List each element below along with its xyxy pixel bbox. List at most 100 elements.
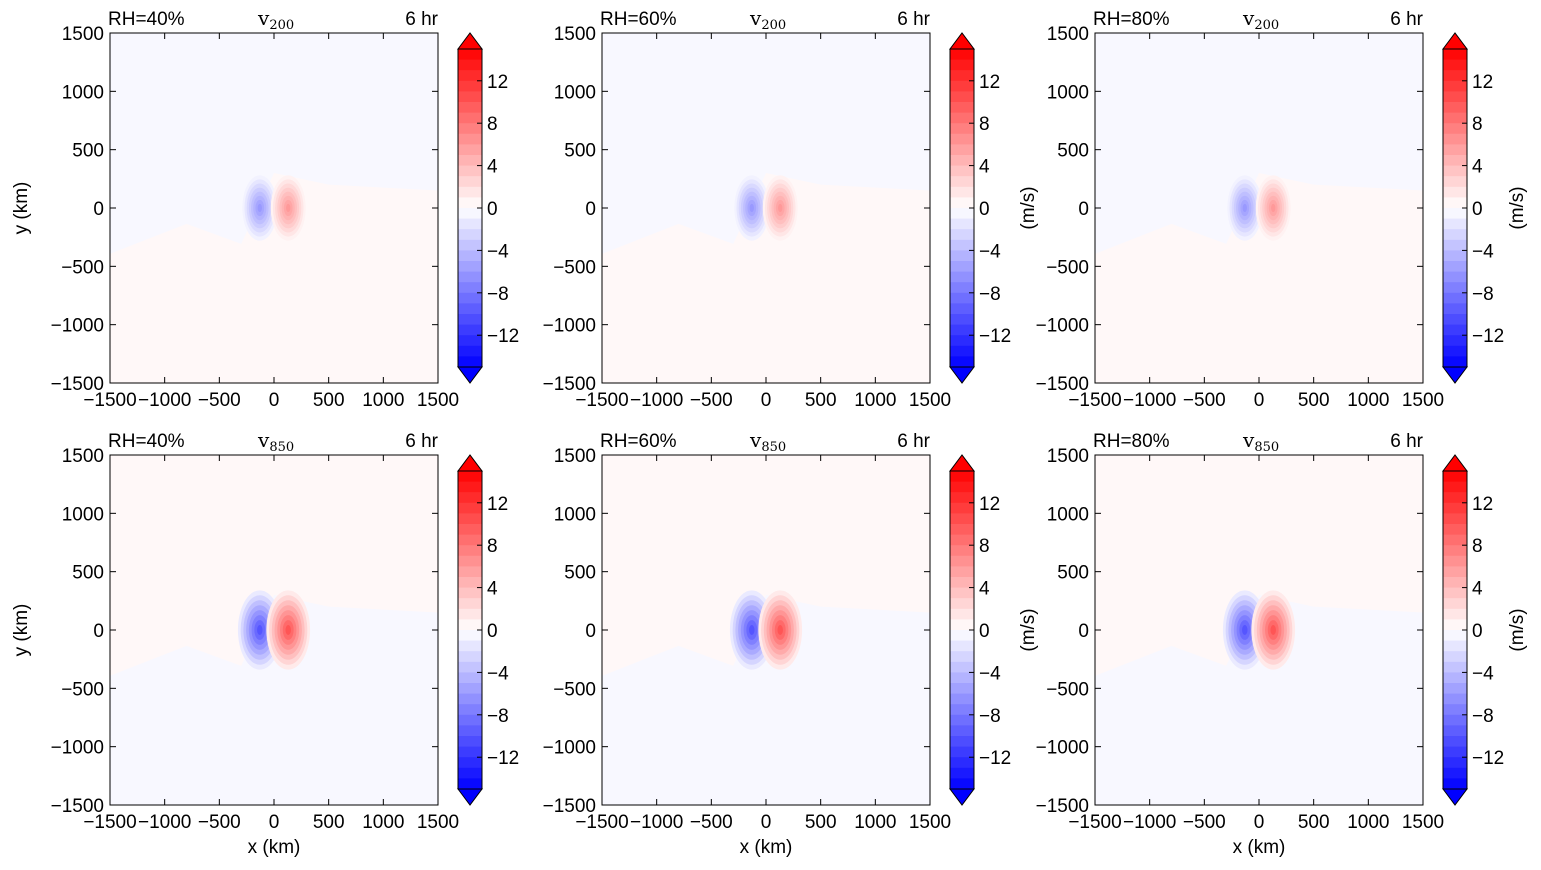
title-right: 6 hr — [405, 431, 438, 452]
colorbar-band — [458, 513, 482, 525]
colorbar-extend-top — [949, 454, 975, 472]
x-tick-label: −1000 — [1123, 812, 1176, 833]
y-tick-label: −1500 — [543, 374, 596, 395]
y-tick-label: 0 — [585, 199, 596, 220]
colorbar-band — [950, 746, 974, 758]
colorbar-band — [1443, 208, 1467, 220]
colorbar-band — [1443, 672, 1467, 684]
colorbar-band — [458, 165, 482, 177]
colorbar-band — [1443, 197, 1467, 209]
colorbar-tick-label: −4 — [979, 241, 1001, 262]
y-tick-label: 1000 — [554, 82, 596, 103]
x-tick-label: 1500 — [909, 390, 951, 411]
colorbar-tick-label: 12 — [1472, 494, 1493, 515]
colorbar-band — [458, 587, 482, 599]
background-south — [602, 173, 930, 383]
plot-area — [602, 33, 930, 383]
colorbar-band — [458, 345, 482, 357]
background-south — [110, 595, 438, 805]
colorbar-band — [950, 133, 974, 145]
colorbar-band — [1443, 757, 1467, 769]
colorbar-band — [458, 271, 482, 283]
colorbar-label: (m/s) — [1507, 608, 1528, 651]
colorbar-band — [1443, 714, 1467, 726]
y-tick-label: 1000 — [62, 504, 104, 525]
colorbar-extend-top — [457, 32, 483, 50]
colorbar-band — [458, 70, 482, 82]
contour-neg-7 — [749, 625, 755, 635]
plot-area — [1095, 455, 1423, 805]
colorbar-band — [458, 683, 482, 695]
colorbar-band — [950, 165, 974, 177]
colorbar-band — [950, 303, 974, 315]
colorbar-tick-label: 0 — [487, 621, 498, 642]
colorbar-band — [950, 778, 974, 790]
colorbar-band — [458, 218, 482, 230]
title-right: 6 hr — [897, 431, 930, 452]
colorbar-tick-label: −8 — [979, 284, 1001, 305]
colorbar-band — [950, 335, 974, 347]
colorbar-band — [950, 356, 974, 368]
x-tick-label: 500 — [1298, 390, 1330, 411]
colorbar-band — [950, 630, 974, 642]
title-right: 6 hr — [897, 9, 930, 30]
colorbar-band — [950, 545, 974, 557]
x-tick-label: −500 — [1183, 390, 1226, 411]
colorbar-band — [950, 282, 974, 294]
colorbar-band — [950, 492, 974, 504]
x-tick-label: −1000 — [138, 812, 191, 833]
contour-neg-7 — [1242, 625, 1248, 635]
title-mid: v200 — [749, 6, 786, 33]
colorbar-band — [458, 661, 482, 673]
colorbar-band — [1443, 229, 1467, 241]
y-tick-label: 0 — [1078, 621, 1089, 642]
colorbar-extend-bottom — [949, 788, 975, 806]
colorbar-band — [1443, 640, 1467, 652]
colorbar-tick-label: −4 — [487, 241, 509, 262]
colorbar-band — [950, 767, 974, 779]
colorbar-band — [950, 91, 974, 103]
colorbar-band — [458, 577, 482, 589]
y-tick-label: −1500 — [543, 796, 596, 817]
colorbar-band — [950, 524, 974, 536]
colorbar-band — [950, 640, 974, 652]
title-mid: v850 — [749, 428, 786, 455]
colorbar-band — [1443, 630, 1467, 642]
x-tick-label: 0 — [761, 812, 772, 833]
colorbar-band — [950, 314, 974, 326]
colorbar-band — [950, 208, 974, 220]
colorbar-tick-label: −8 — [487, 706, 509, 727]
y-tick-label: 1500 — [1047, 446, 1089, 467]
title-mid-subscript: 850 — [761, 440, 786, 455]
colorbar-tick-label: 4 — [487, 157, 498, 178]
x-tick-label: 500 — [313, 812, 345, 833]
y-tick-label: 1000 — [62, 82, 104, 103]
colorbar-band — [458, 534, 482, 546]
colorbar-band — [950, 250, 974, 262]
colorbar-band — [1443, 534, 1467, 546]
title-mid-subscript: 200 — [761, 18, 786, 33]
x-tick-label: −1500 — [83, 812, 136, 833]
x-tick-label: −1500 — [83, 390, 136, 411]
colorbar-tick-label: 8 — [1472, 536, 1483, 557]
title-mid: v200 — [1242, 6, 1279, 33]
x-tick-label: −500 — [198, 390, 241, 411]
colorbar-band — [1443, 651, 1467, 663]
title-right: 6 hr — [1390, 9, 1423, 30]
colorbar-band — [458, 757, 482, 769]
colorbar-band — [1443, 80, 1467, 92]
y-tick-label: 1500 — [554, 24, 596, 45]
x-tick-label: −500 — [1183, 812, 1226, 833]
colorbar-band — [950, 598, 974, 610]
colorbar-tick-label: 8 — [1472, 114, 1483, 135]
colorbar-tick-label: −12 — [1472, 748, 1504, 769]
colorbar-tick-label: −12 — [979, 748, 1011, 769]
title-left: RH=80% — [1093, 9, 1170, 30]
x-tick-label: −1000 — [1123, 390, 1176, 411]
colorbar-band — [458, 91, 482, 103]
colorbar-band — [950, 218, 974, 230]
colorbar-tick-label: −8 — [979, 706, 1001, 727]
colorbar-band — [950, 725, 974, 737]
colorbar-band — [950, 683, 974, 695]
